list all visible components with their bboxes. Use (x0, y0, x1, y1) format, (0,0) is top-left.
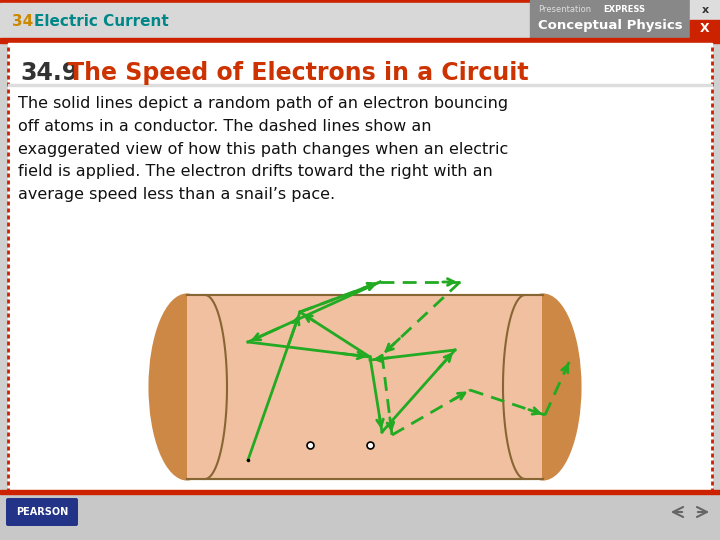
Text: The Speed of Electrons in a Circuit: The Speed of Electrons in a Circuit (68, 61, 528, 85)
FancyBboxPatch shape (6, 498, 78, 526)
Bar (0, 0, 720, 3)
Text: 34.9: 34.9 (20, 61, 78, 85)
Bar (530, 0, 690, 38)
Bar (8, 43, 712, 493)
Ellipse shape (150, 294, 225, 480)
Bar (0, 3, 530, 38)
Bar (0, 493, 720, 540)
Text: The solid lines depict a random path of an electron bouncing
off atoms in a cond: The solid lines depict a random path of … (18, 96, 508, 202)
Text: PEARSON: PEARSON (16, 507, 68, 517)
Text: x: x (701, 5, 708, 15)
Text: X: X (700, 23, 710, 36)
Text: Presentation: Presentation (538, 5, 591, 15)
Bar (0, 490, 720, 494)
Text: 34: 34 (12, 14, 33, 29)
Bar (187, 295, 542, 480)
Bar (0, 38, 720, 43)
Bar (8, 84, 712, 85)
Text: Electric Current: Electric Current (34, 14, 168, 29)
Text: EXPRESS: EXPRESS (603, 5, 645, 15)
Text: Conceptual Physics: Conceptual Physics (538, 19, 683, 32)
Bar (690, 20, 720, 38)
Ellipse shape (505, 294, 580, 480)
Bar (690, 0, 720, 20)
Bar (187, 295, 542, 480)
